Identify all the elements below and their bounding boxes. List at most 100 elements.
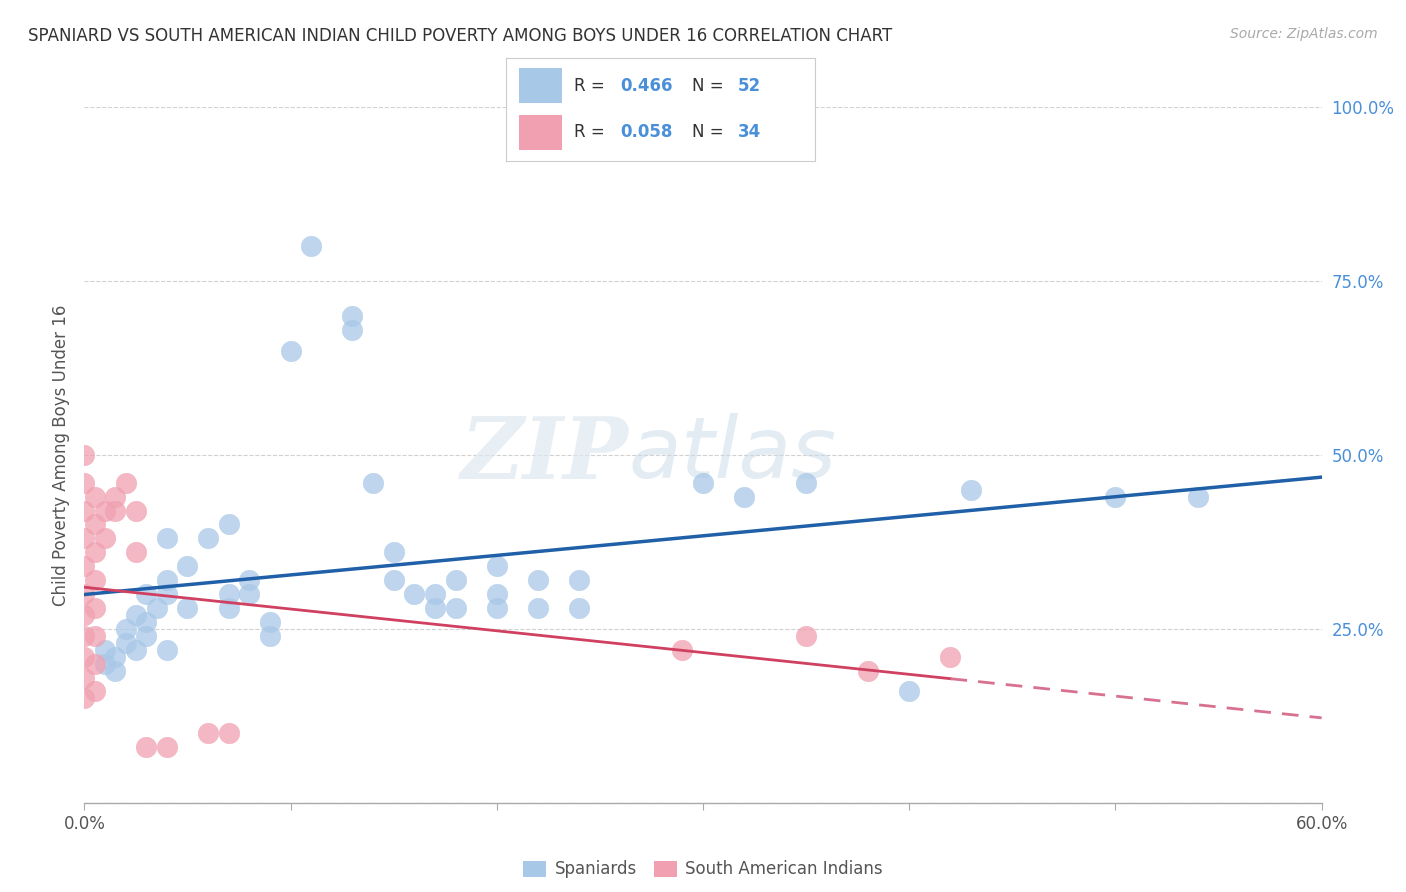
Point — [94, 503, 117, 517]
Point — [342, 323, 364, 337]
Point — [104, 503, 127, 517]
Point — [156, 740, 179, 755]
Point — [176, 601, 198, 615]
Point — [259, 629, 281, 643]
Point — [197, 532, 219, 546]
Point — [156, 532, 179, 546]
Point — [794, 629, 817, 643]
Point — [94, 532, 117, 546]
Point — [73, 691, 96, 706]
Point — [83, 517, 105, 532]
Point — [898, 684, 921, 698]
Point — [125, 607, 148, 622]
Point — [444, 601, 467, 615]
Point — [1187, 490, 1209, 504]
Point — [1104, 490, 1126, 504]
Point — [73, 629, 96, 643]
Point — [361, 475, 384, 490]
Text: R =: R = — [574, 77, 610, 95]
Point — [114, 475, 136, 490]
Text: 34: 34 — [738, 123, 762, 141]
Point — [94, 657, 117, 671]
Point — [939, 649, 962, 664]
Point — [527, 601, 550, 615]
Text: 52: 52 — [738, 77, 761, 95]
Point — [960, 483, 983, 497]
Point — [197, 726, 219, 740]
Point — [83, 573, 105, 587]
Point — [156, 587, 179, 601]
Point — [218, 517, 240, 532]
Point — [73, 475, 96, 490]
Point — [856, 664, 879, 678]
Point — [104, 649, 127, 664]
Point — [125, 503, 148, 517]
Text: atlas: atlas — [628, 413, 837, 497]
Point — [423, 601, 446, 615]
Point — [135, 740, 157, 755]
Point — [238, 573, 260, 587]
Point — [485, 601, 508, 615]
Point — [238, 587, 260, 601]
Point — [125, 642, 148, 657]
Point — [145, 601, 167, 615]
Text: R =: R = — [574, 123, 610, 141]
Point — [73, 448, 96, 462]
Point — [671, 642, 693, 657]
Point — [73, 503, 96, 517]
Point — [156, 573, 179, 587]
Point — [83, 545, 105, 559]
Point — [280, 343, 302, 358]
Point — [259, 615, 281, 629]
Point — [135, 587, 157, 601]
Text: 0.466: 0.466 — [620, 77, 673, 95]
Point — [135, 615, 157, 629]
Point — [692, 475, 714, 490]
Point — [794, 475, 817, 490]
Point — [114, 622, 136, 636]
Point — [94, 642, 117, 657]
Point — [218, 726, 240, 740]
Point — [568, 573, 591, 587]
Point — [218, 587, 240, 601]
Point — [104, 490, 127, 504]
Point — [73, 587, 96, 601]
Point — [423, 587, 446, 601]
Point — [73, 607, 96, 622]
Bar — [519, 69, 562, 103]
Point — [485, 587, 508, 601]
Legend: Spaniards, South American Indians: Spaniards, South American Indians — [516, 854, 890, 885]
Point — [114, 636, 136, 650]
Point — [527, 573, 550, 587]
Point — [156, 642, 179, 657]
Point — [83, 490, 105, 504]
Point — [382, 573, 405, 587]
Point — [404, 587, 426, 601]
Bar — [519, 115, 562, 150]
Point — [83, 684, 105, 698]
Point — [135, 629, 157, 643]
Point — [83, 601, 105, 615]
Point — [342, 309, 364, 323]
Text: N =: N = — [692, 123, 728, 141]
Y-axis label: Child Poverty Among Boys Under 16: Child Poverty Among Boys Under 16 — [52, 304, 70, 606]
Point — [733, 490, 755, 504]
Point — [83, 657, 105, 671]
Point — [382, 545, 405, 559]
Point — [73, 671, 96, 685]
Point — [73, 559, 96, 574]
Point — [485, 559, 508, 574]
Point — [176, 559, 198, 574]
Text: N =: N = — [692, 77, 728, 95]
Point — [73, 532, 96, 546]
Point — [218, 601, 240, 615]
Text: 0.058: 0.058 — [620, 123, 673, 141]
Text: SPANIARD VS SOUTH AMERICAN INDIAN CHILD POVERTY AMONG BOYS UNDER 16 CORRELATION : SPANIARD VS SOUTH AMERICAN INDIAN CHILD … — [28, 27, 893, 45]
Text: ZIP: ZIP — [461, 413, 628, 497]
Point — [104, 664, 127, 678]
Point — [568, 601, 591, 615]
Point — [299, 239, 322, 253]
Text: Source: ZipAtlas.com: Source: ZipAtlas.com — [1230, 27, 1378, 41]
Point — [444, 573, 467, 587]
Point — [73, 649, 96, 664]
